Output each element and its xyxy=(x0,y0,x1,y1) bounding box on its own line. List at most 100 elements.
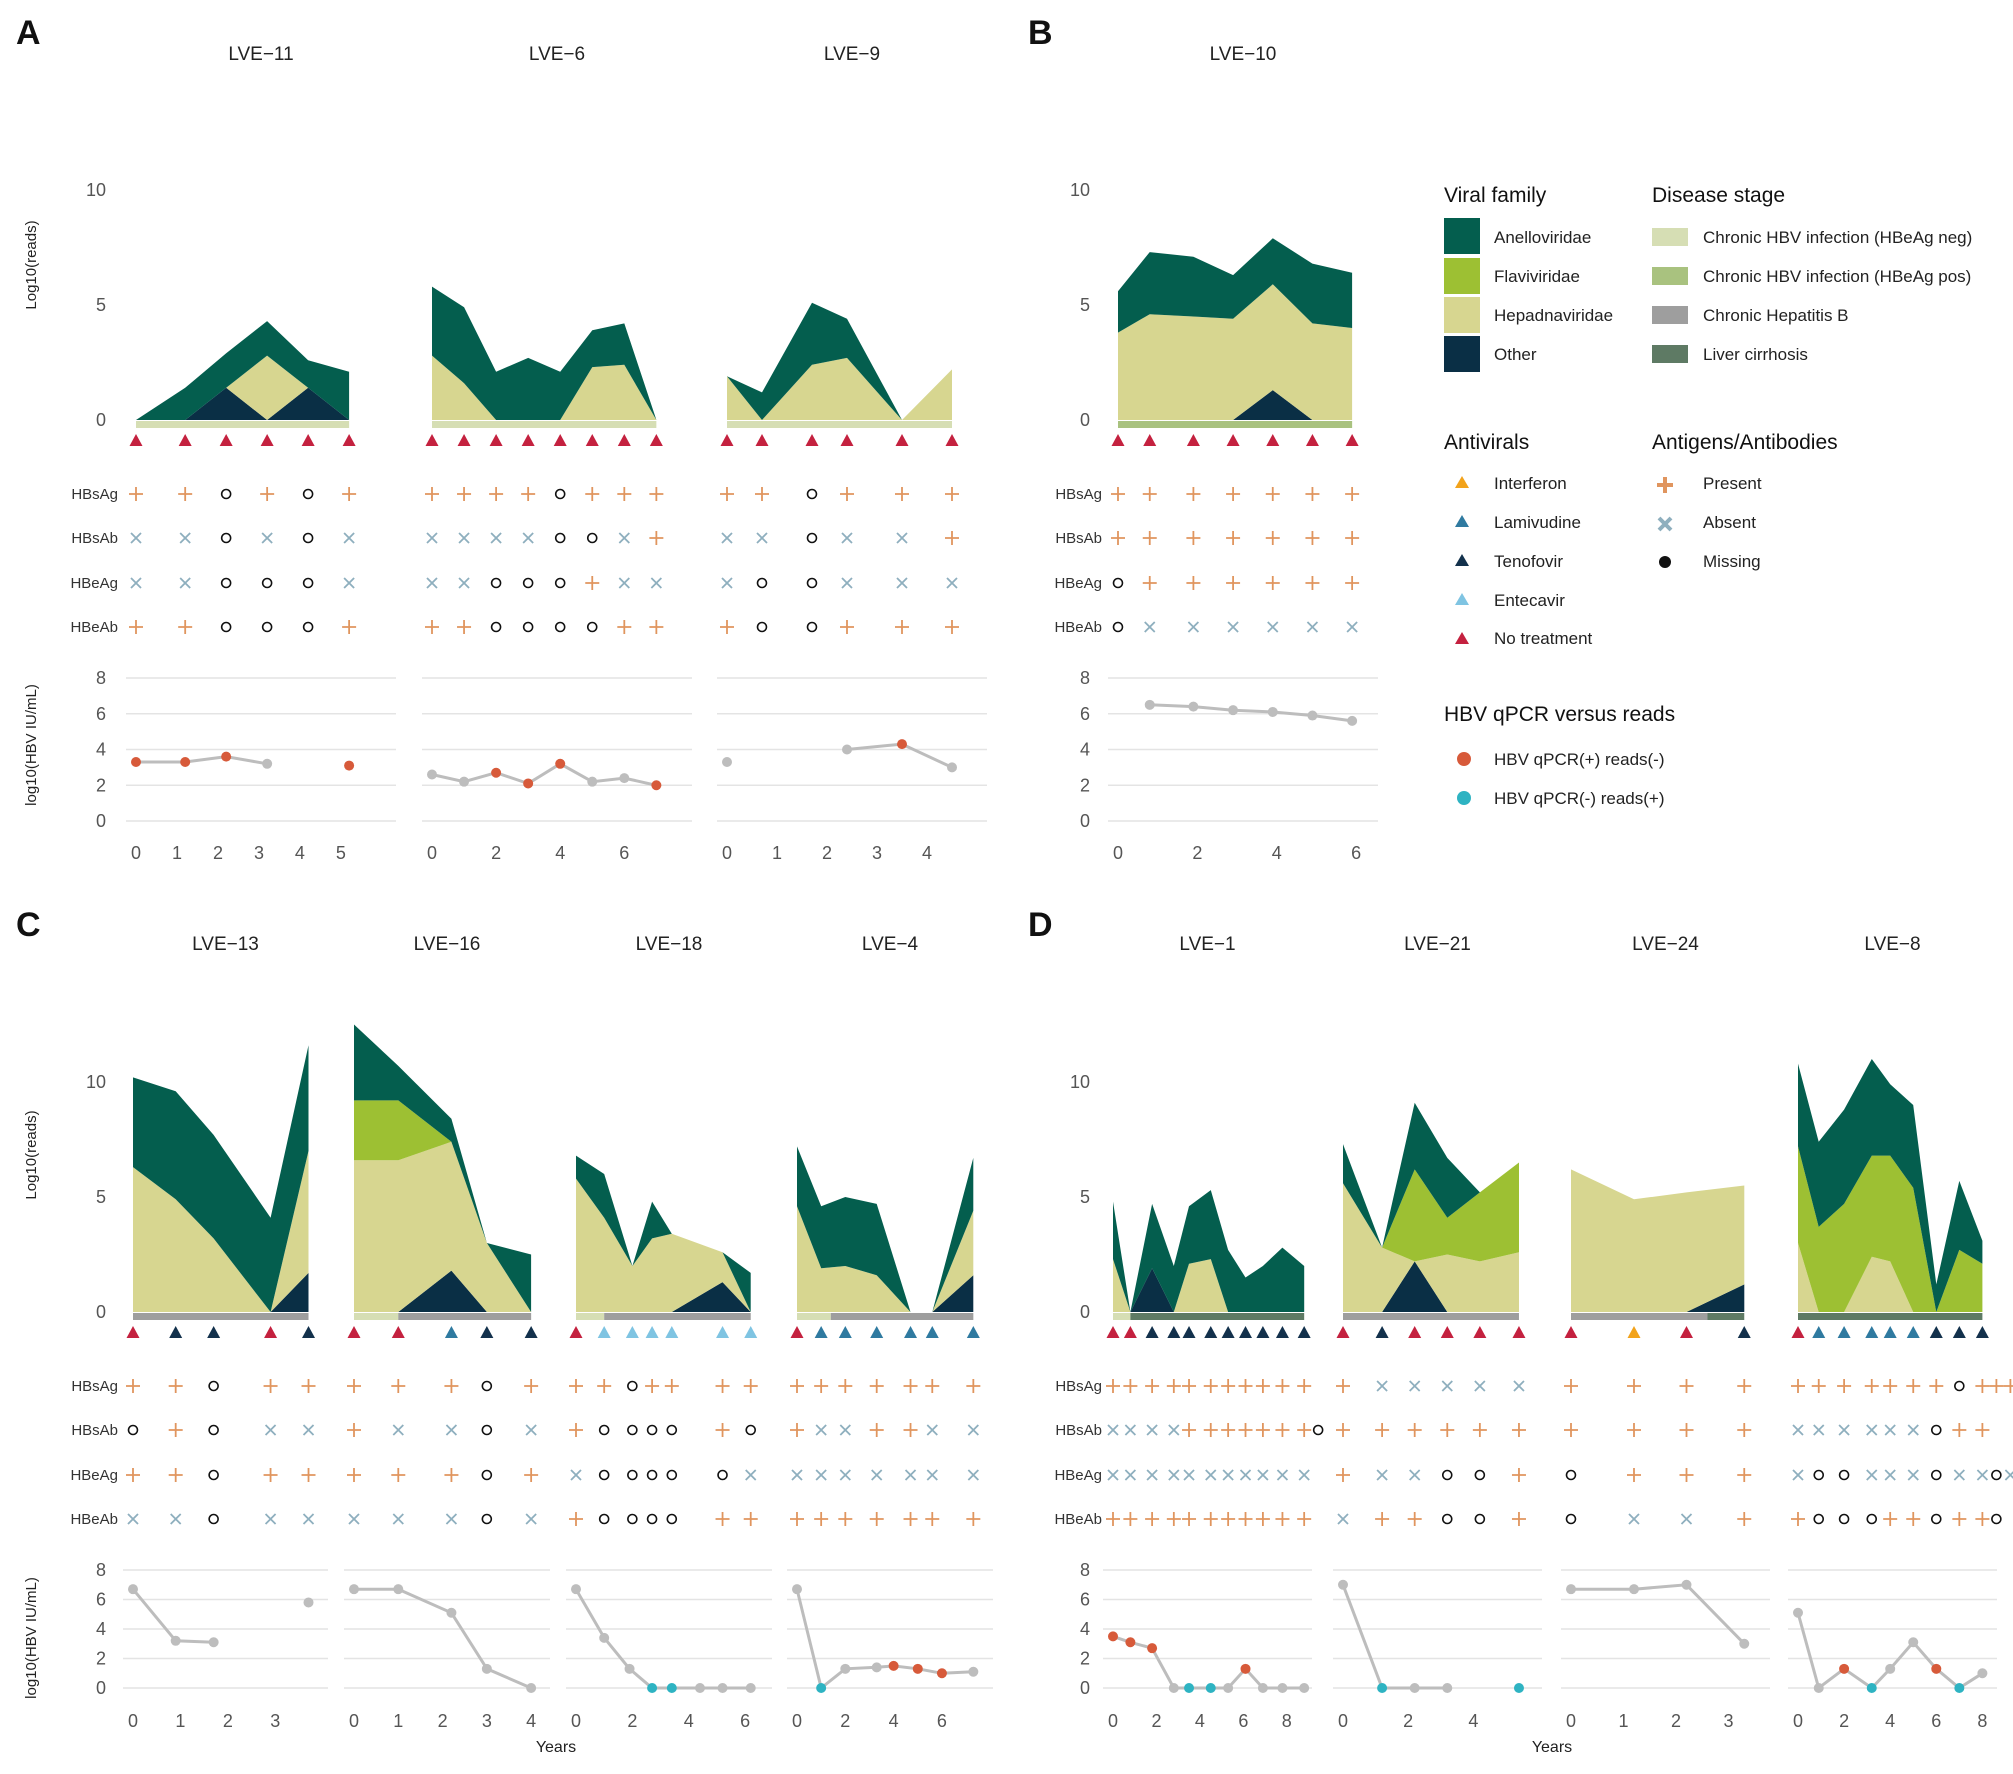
antigen-absent xyxy=(896,577,908,589)
hbv-point xyxy=(1793,1607,1803,1618)
marker-row-label: HBeAg xyxy=(70,575,118,592)
legend-label-stage-pos: Chronic HBV infection (HBeAg pos) xyxy=(1703,267,1971,286)
antigen-absent xyxy=(1168,1469,1180,1481)
legend-marker-no-treatment xyxy=(1455,632,1469,644)
hbv-line xyxy=(1571,1583,1746,1645)
hbv-point xyxy=(1307,710,1318,721)
reads-y-tick-label: 0 xyxy=(1080,410,1090,430)
antigen-missing xyxy=(554,532,566,544)
reads-y-tick-label: 5 xyxy=(1080,295,1090,315)
antigen-present xyxy=(1407,1512,1422,1526)
antigen-present xyxy=(444,1379,459,1393)
antigen-present xyxy=(347,1468,361,1482)
antigen-absent xyxy=(1409,1380,1421,1392)
antigen-present xyxy=(168,1379,183,1393)
antigen-absent xyxy=(1907,1424,1919,1436)
antigen-present xyxy=(1679,1379,1694,1393)
stage-bar-segment xyxy=(727,421,952,428)
antigen-present xyxy=(720,487,734,501)
antigen-absent xyxy=(926,1469,938,1481)
antigen-absent xyxy=(791,1469,803,1481)
facet-title: LVE−10 xyxy=(1210,44,1277,65)
antigen-absent xyxy=(1884,1469,1896,1481)
antigen-present xyxy=(1345,531,1360,545)
stage-bar-segment xyxy=(1343,1313,1519,1320)
legend-label-flaviviridae: Flaviviridae xyxy=(1494,267,1580,286)
antigen-present xyxy=(1440,1423,1455,1437)
reads-y-tick-label: 0 xyxy=(96,410,106,430)
treatment-marker xyxy=(1111,434,1125,446)
antigen-absent xyxy=(1298,1469,1310,1481)
hbv-point xyxy=(344,760,355,771)
treatment-marker xyxy=(347,1326,361,1338)
antigen-present xyxy=(945,487,959,501)
antigen-present xyxy=(168,1468,183,1482)
legend-marker-qpcr-neg xyxy=(1457,791,1471,805)
facet-title: LVE−8 xyxy=(1864,934,1920,955)
antigen-present xyxy=(391,1379,406,1393)
antigen-missing xyxy=(554,488,566,500)
stage-bar-segment xyxy=(1130,1313,1305,1320)
antigen-missing xyxy=(1930,1469,1942,1481)
x-tick-label: 5 xyxy=(336,843,346,863)
treatment-marker xyxy=(302,1326,316,1338)
antigen-absent xyxy=(1267,621,1279,633)
treatment-marker xyxy=(966,1326,980,1338)
antigen-missing xyxy=(522,577,534,589)
area-anello xyxy=(1343,1102,1519,1248)
legend-marker-tenofovir xyxy=(1455,554,1469,566)
antigen-present xyxy=(838,1512,853,1526)
antigen-present xyxy=(1203,1512,1218,1526)
antigen-absent xyxy=(130,532,142,544)
antigen-present xyxy=(1166,1512,1181,1526)
antigen-present xyxy=(1123,1379,1138,1393)
antigen-missing xyxy=(208,1380,219,1392)
treatment-marker xyxy=(126,1326,140,1338)
area-flavi xyxy=(1798,1146,1983,1312)
antigen-absent xyxy=(1337,1513,1349,1525)
x-tick-label: 2 xyxy=(840,1711,850,1731)
hbv-y-tick-label: 4 xyxy=(1080,740,1090,760)
x-tick-label: 0 xyxy=(1108,1711,1118,1731)
x-tick-label: 6 xyxy=(1931,1711,1941,1731)
antigen-absent xyxy=(756,532,768,544)
area-hepadna xyxy=(136,355,350,420)
hbv-point xyxy=(170,1635,181,1646)
treatment-marker xyxy=(1106,1326,1120,1338)
antigen-present xyxy=(1407,1423,1422,1437)
x-tick-label: 0 xyxy=(1793,1711,1803,1731)
treatment-marker xyxy=(1812,1326,1826,1338)
hbv-point xyxy=(221,751,232,762)
antigen-missing xyxy=(627,1469,638,1481)
treatment-marker xyxy=(489,434,503,446)
area-flavi xyxy=(354,1100,532,1312)
hbv-y-tick-label: 4 xyxy=(96,740,106,760)
antigen-present xyxy=(347,1423,361,1437)
legend-label-interferon: Interferon xyxy=(1494,474,1567,493)
treatment-marker xyxy=(720,434,734,446)
hbv-point xyxy=(1409,1683,1420,1693)
antigen-missing xyxy=(756,577,768,589)
treatment-marker xyxy=(1975,1326,1989,1338)
antigen-present xyxy=(1238,1512,1253,1526)
antigen-absent xyxy=(445,1513,458,1525)
antigen-absent xyxy=(1124,1469,1137,1481)
facet-lve-9: LVE−9 0 1 2 3 4 xyxy=(717,44,987,863)
treatment-marker xyxy=(342,434,356,446)
reads-y-tick-label: 10 xyxy=(86,1072,106,1092)
treatment-marker xyxy=(391,1326,405,1338)
antigen-present xyxy=(342,620,357,634)
antigen-absent xyxy=(904,1469,917,1481)
antigen-present xyxy=(597,1379,612,1393)
antigen-absent xyxy=(721,532,733,544)
treatment-marker xyxy=(617,434,631,446)
hbv-point xyxy=(1442,1683,1453,1693)
facet-title: LVE−24 xyxy=(1632,934,1699,955)
hbv-point xyxy=(1338,1579,1348,1590)
reads-y-tick-label: 10 xyxy=(1070,180,1090,200)
reads-y-tick-label: 5 xyxy=(96,295,106,315)
antigen-missing xyxy=(220,488,232,500)
antigen-present xyxy=(1564,1379,1578,1393)
legend-label-tenofovir: Tenofovir xyxy=(1494,552,1563,571)
antigen-absent xyxy=(1813,1424,1825,1436)
